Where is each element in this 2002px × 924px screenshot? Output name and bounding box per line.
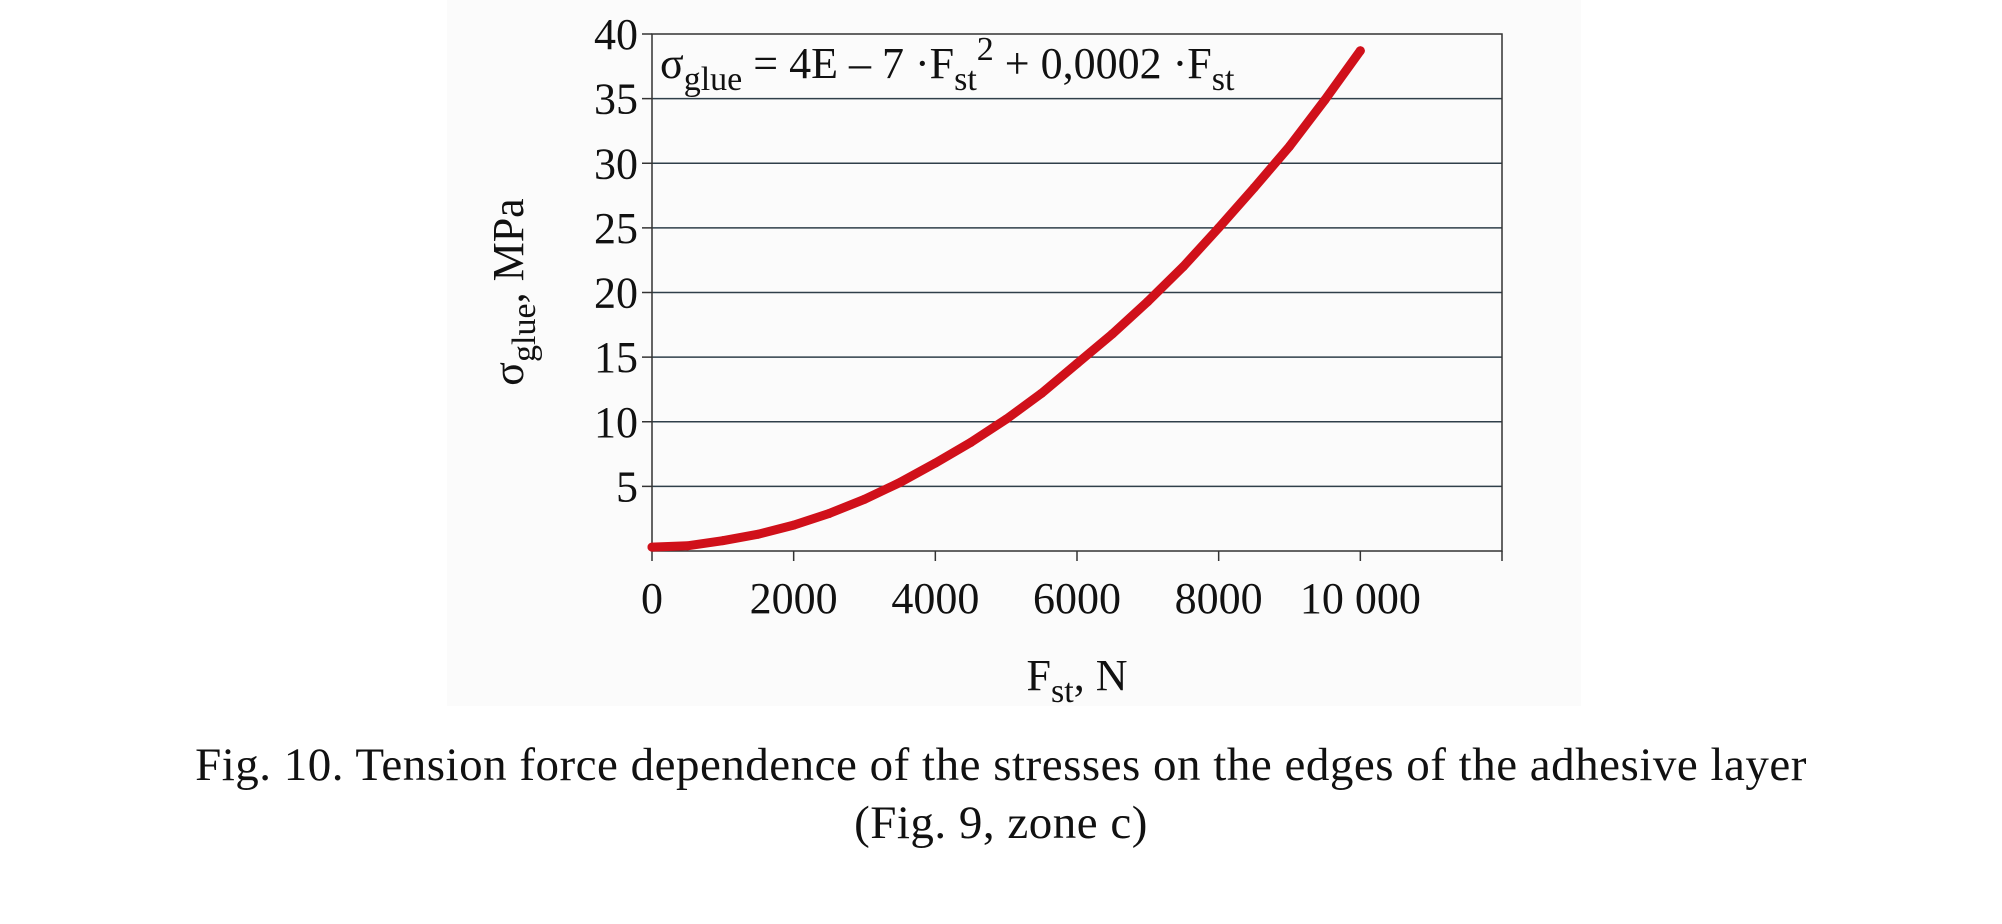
y-tick-label: 5 — [616, 462, 638, 511]
y-tick-label: 10 — [594, 398, 638, 447]
gridlines — [652, 97, 1502, 488]
figure-caption-reference: (Fig. 9, zone c) — [854, 797, 1148, 849]
data-point — [860, 494, 869, 504]
x-tick-label: 0 — [641, 574, 663, 623]
y-axis-label: σglue, MPa — [484, 198, 543, 385]
data-point — [895, 477, 905, 487]
data-point — [1107, 329, 1117, 339]
x-tick-label: 4000 — [891, 574, 979, 623]
data-point — [789, 520, 799, 530]
y-tick-label: 30 — [594, 139, 638, 188]
y-tick-label: 35 — [594, 75, 638, 124]
data-point — [647, 542, 657, 552]
y-axis-ticks: 5 10 15 20 25 30 35 40 — [594, 10, 652, 511]
x-tick-label: 6000 — [1033, 574, 1121, 623]
x-tick-label: 2000 — [750, 574, 838, 623]
x-tick-label: 10 000 — [1300, 574, 1421, 623]
y-tick-label: 40 — [594, 10, 638, 59]
y-tick-label: 20 — [594, 269, 638, 318]
data-point — [966, 437, 976, 447]
x-axis-ticks: 0 2000 4000 6000 8000 10 000 — [641, 551, 1503, 623]
chart-panel: 0 2000 4000 6000 8000 10 000 5 10 15 20 25 30 35 40 … — [447, 0, 1581, 706]
chart-svg: 0 2000 4000 6000 8000 10 000 510152025303540 … — [484, 10, 1503, 706]
data-point — [824, 509, 834, 519]
data-point — [1072, 359, 1082, 369]
data-point — [1285, 141, 1294, 151]
x-tick-label: 8000 — [1175, 574, 1263, 623]
data-point — [1320, 95, 1330, 105]
y-tick-label: 25 — [594, 204, 638, 253]
series-layer — [647, 46, 1365, 552]
data-point — [930, 458, 940, 468]
data-point — [1143, 297, 1153, 307]
data-point — [1001, 414, 1011, 424]
equation-annotation: σglue = 4E – 7 ·Fst2 + 0,0002 ·Fst — [660, 31, 1235, 98]
data-point — [1037, 388, 1047, 398]
data-point — [753, 529, 763, 539]
data-point — [682, 541, 692, 551]
y-tick-label: 15 — [594, 333, 638, 382]
data-point — [1178, 262, 1188, 272]
data-point — [1214, 223, 1224, 233]
data-point — [1249, 183, 1259, 193]
x-axis-label: Fst, N — [1027, 651, 1128, 706]
data-point — [1355, 46, 1365, 56]
data-point — [718, 536, 728, 546]
figure-caption: Fig. 10. Tension force dependence of the… — [195, 739, 1807, 791]
series-line — [647, 46, 1365, 552]
